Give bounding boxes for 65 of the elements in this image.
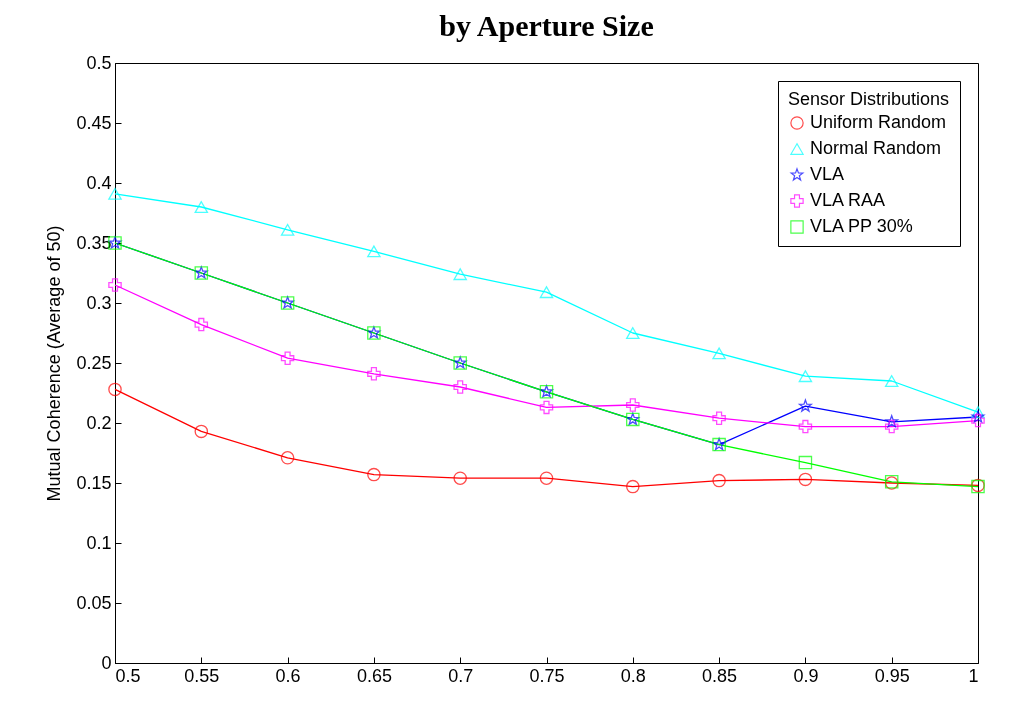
point — [539, 471, 554, 485]
point — [108, 278, 122, 292]
point — [367, 367, 381, 381]
point — [108, 382, 122, 397]
point — [280, 351, 295, 365]
point — [626, 398, 640, 412]
y-tick-label: 0.4 — [86, 172, 112, 193]
y-tick-label: 0.05 — [76, 592, 112, 613]
y-tick-label: 0.35 — [76, 232, 112, 253]
point — [453, 268, 467, 281]
legend-label: VLA PP 30% — [810, 216, 913, 236]
legend-label: VLA RAA — [810, 190, 886, 210]
point — [884, 419, 899, 434]
x-tick-label: 0.95 — [874, 665, 910, 686]
x-tick-label: 0.55 — [184, 665, 220, 686]
legend-label: Normal Random — [810, 138, 942, 158]
x-tick-label: 0.5 — [115, 665, 141, 686]
point — [798, 455, 813, 470]
chart-title: by Aperture Size — [439, 9, 654, 42]
y-tick-label: 0.3 — [86, 292, 112, 313]
point — [798, 399, 812, 412]
point — [367, 245, 381, 258]
y-tick-label: 0.15 — [76, 472, 112, 493]
y-tick-label: 0.1 — [86, 532, 112, 553]
point — [194, 424, 209, 439]
point — [280, 223, 295, 236]
x-tick-label: 0.65 — [356, 665, 392, 686]
x-tick-label: 0.7 — [448, 665, 474, 686]
point — [798, 472, 813, 487]
legend-label: Uniform Random — [810, 112, 947, 132]
point — [712, 473, 726, 488]
y-tick-label: 0.25 — [76, 352, 112, 373]
point — [798, 370, 813, 383]
point — [971, 413, 985, 428]
x-tick-label: 0.8 — [620, 665, 646, 686]
point — [884, 375, 899, 387]
y-tick-label: 0.2 — [86, 412, 112, 433]
x-tick-label: 0.85 — [702, 665, 738, 686]
point — [626, 479, 640, 494]
point — [971, 406, 985, 419]
x-tick-label: 0.75 — [529, 665, 565, 686]
point — [885, 415, 899, 428]
y-tick-label: 0 — [101, 652, 112, 673]
point — [971, 410, 985, 423]
point — [194, 201, 209, 213]
y-tick-label: 0.45 — [76, 112, 112, 133]
point — [453, 380, 467, 394]
point — [712, 347, 726, 360]
point — [367, 467, 381, 482]
point — [194, 317, 209, 332]
point — [453, 471, 467, 485]
x-tick-label: 1 — [968, 665, 979, 686]
point — [712, 411, 726, 425]
point — [539, 400, 554, 415]
legend-label: VLA — [810, 164, 845, 184]
point — [626, 327, 640, 339]
point — [539, 286, 554, 299]
x-tick-label: 0.9 — [793, 665, 819, 686]
y-tick-label: 0.5 — [86, 52, 112, 73]
y-axis-title: Mutual Coherence (Average of 50) — [44, 225, 65, 502]
x-tick-label: 0.6 — [275, 665, 301, 686]
point — [108, 187, 122, 200]
legend-title: Sensor Distributions — [788, 89, 950, 109]
point — [798, 419, 813, 434]
point — [280, 451, 295, 465]
